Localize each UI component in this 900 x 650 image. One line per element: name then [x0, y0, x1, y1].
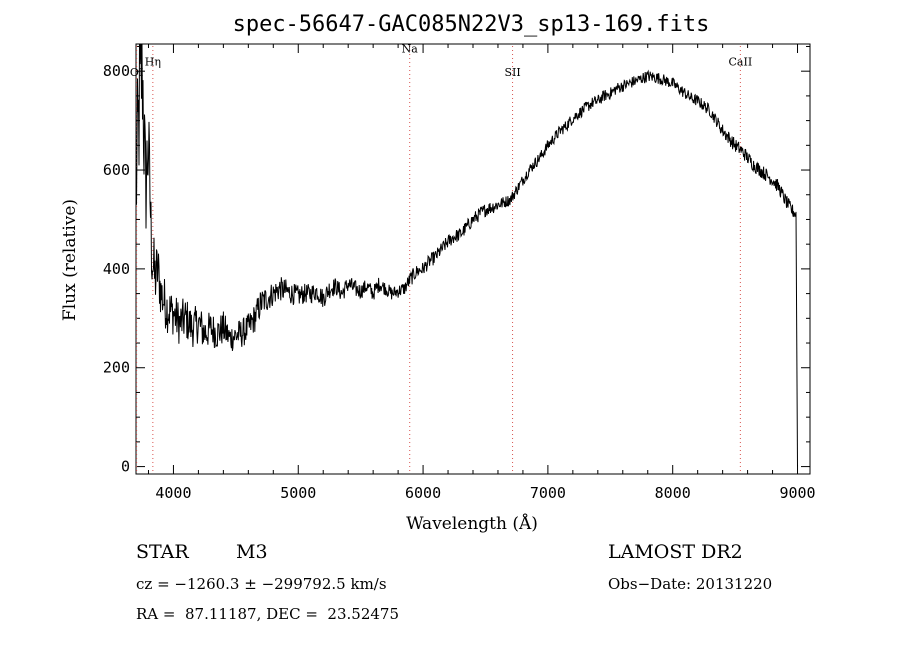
survey-name: LAMOST DR2: [608, 541, 743, 563]
x-tick-label: 4000: [155, 484, 191, 502]
y-tick-label: 200: [103, 359, 130, 377]
redshift-text: cz = −1260.3 ± −299792.5 km/s: [136, 575, 387, 593]
y-axis-label: Flux (relative): [60, 199, 80, 321]
x-tick-label: 7000: [530, 484, 566, 502]
x-tick-label: 9000: [779, 484, 815, 502]
line-marker-label: CaII: [729, 55, 753, 68]
y-tick-label: 400: [103, 260, 130, 278]
ra-dec: RA = 87.11187, DEC = 23.52475: [136, 605, 400, 623]
x-tick-label: 5000: [280, 484, 316, 502]
x-axis-label: Wavelength (Å): [406, 513, 538, 534]
line-marker-label: Hη: [145, 55, 161, 68]
y-tick-label: 600: [103, 161, 130, 179]
chart-title: spec-56647-GAC085N22V3_sp13-169.fits: [233, 12, 710, 37]
x-tick-label: 6000: [405, 484, 441, 502]
obs-date: Obs−Date: 20131220: [608, 575, 773, 593]
x-tick-label: 8000: [655, 484, 691, 502]
y-tick-label: 0: [121, 458, 130, 476]
object-class: STAR: [136, 541, 189, 563]
y-tick-label: 800: [103, 62, 130, 80]
line-marker-label: Na: [402, 42, 419, 55]
spectrum-line: [135, 43, 798, 467]
line-marker-label: OI: [130, 66, 143, 79]
object-subclass: M3: [236, 541, 268, 563]
plot-area: 4000 5000 6000 7000 8000 9000 0 200 400 600 800 OIH…: [103, 42, 816, 502]
line-marker-label: SII: [504, 66, 520, 79]
